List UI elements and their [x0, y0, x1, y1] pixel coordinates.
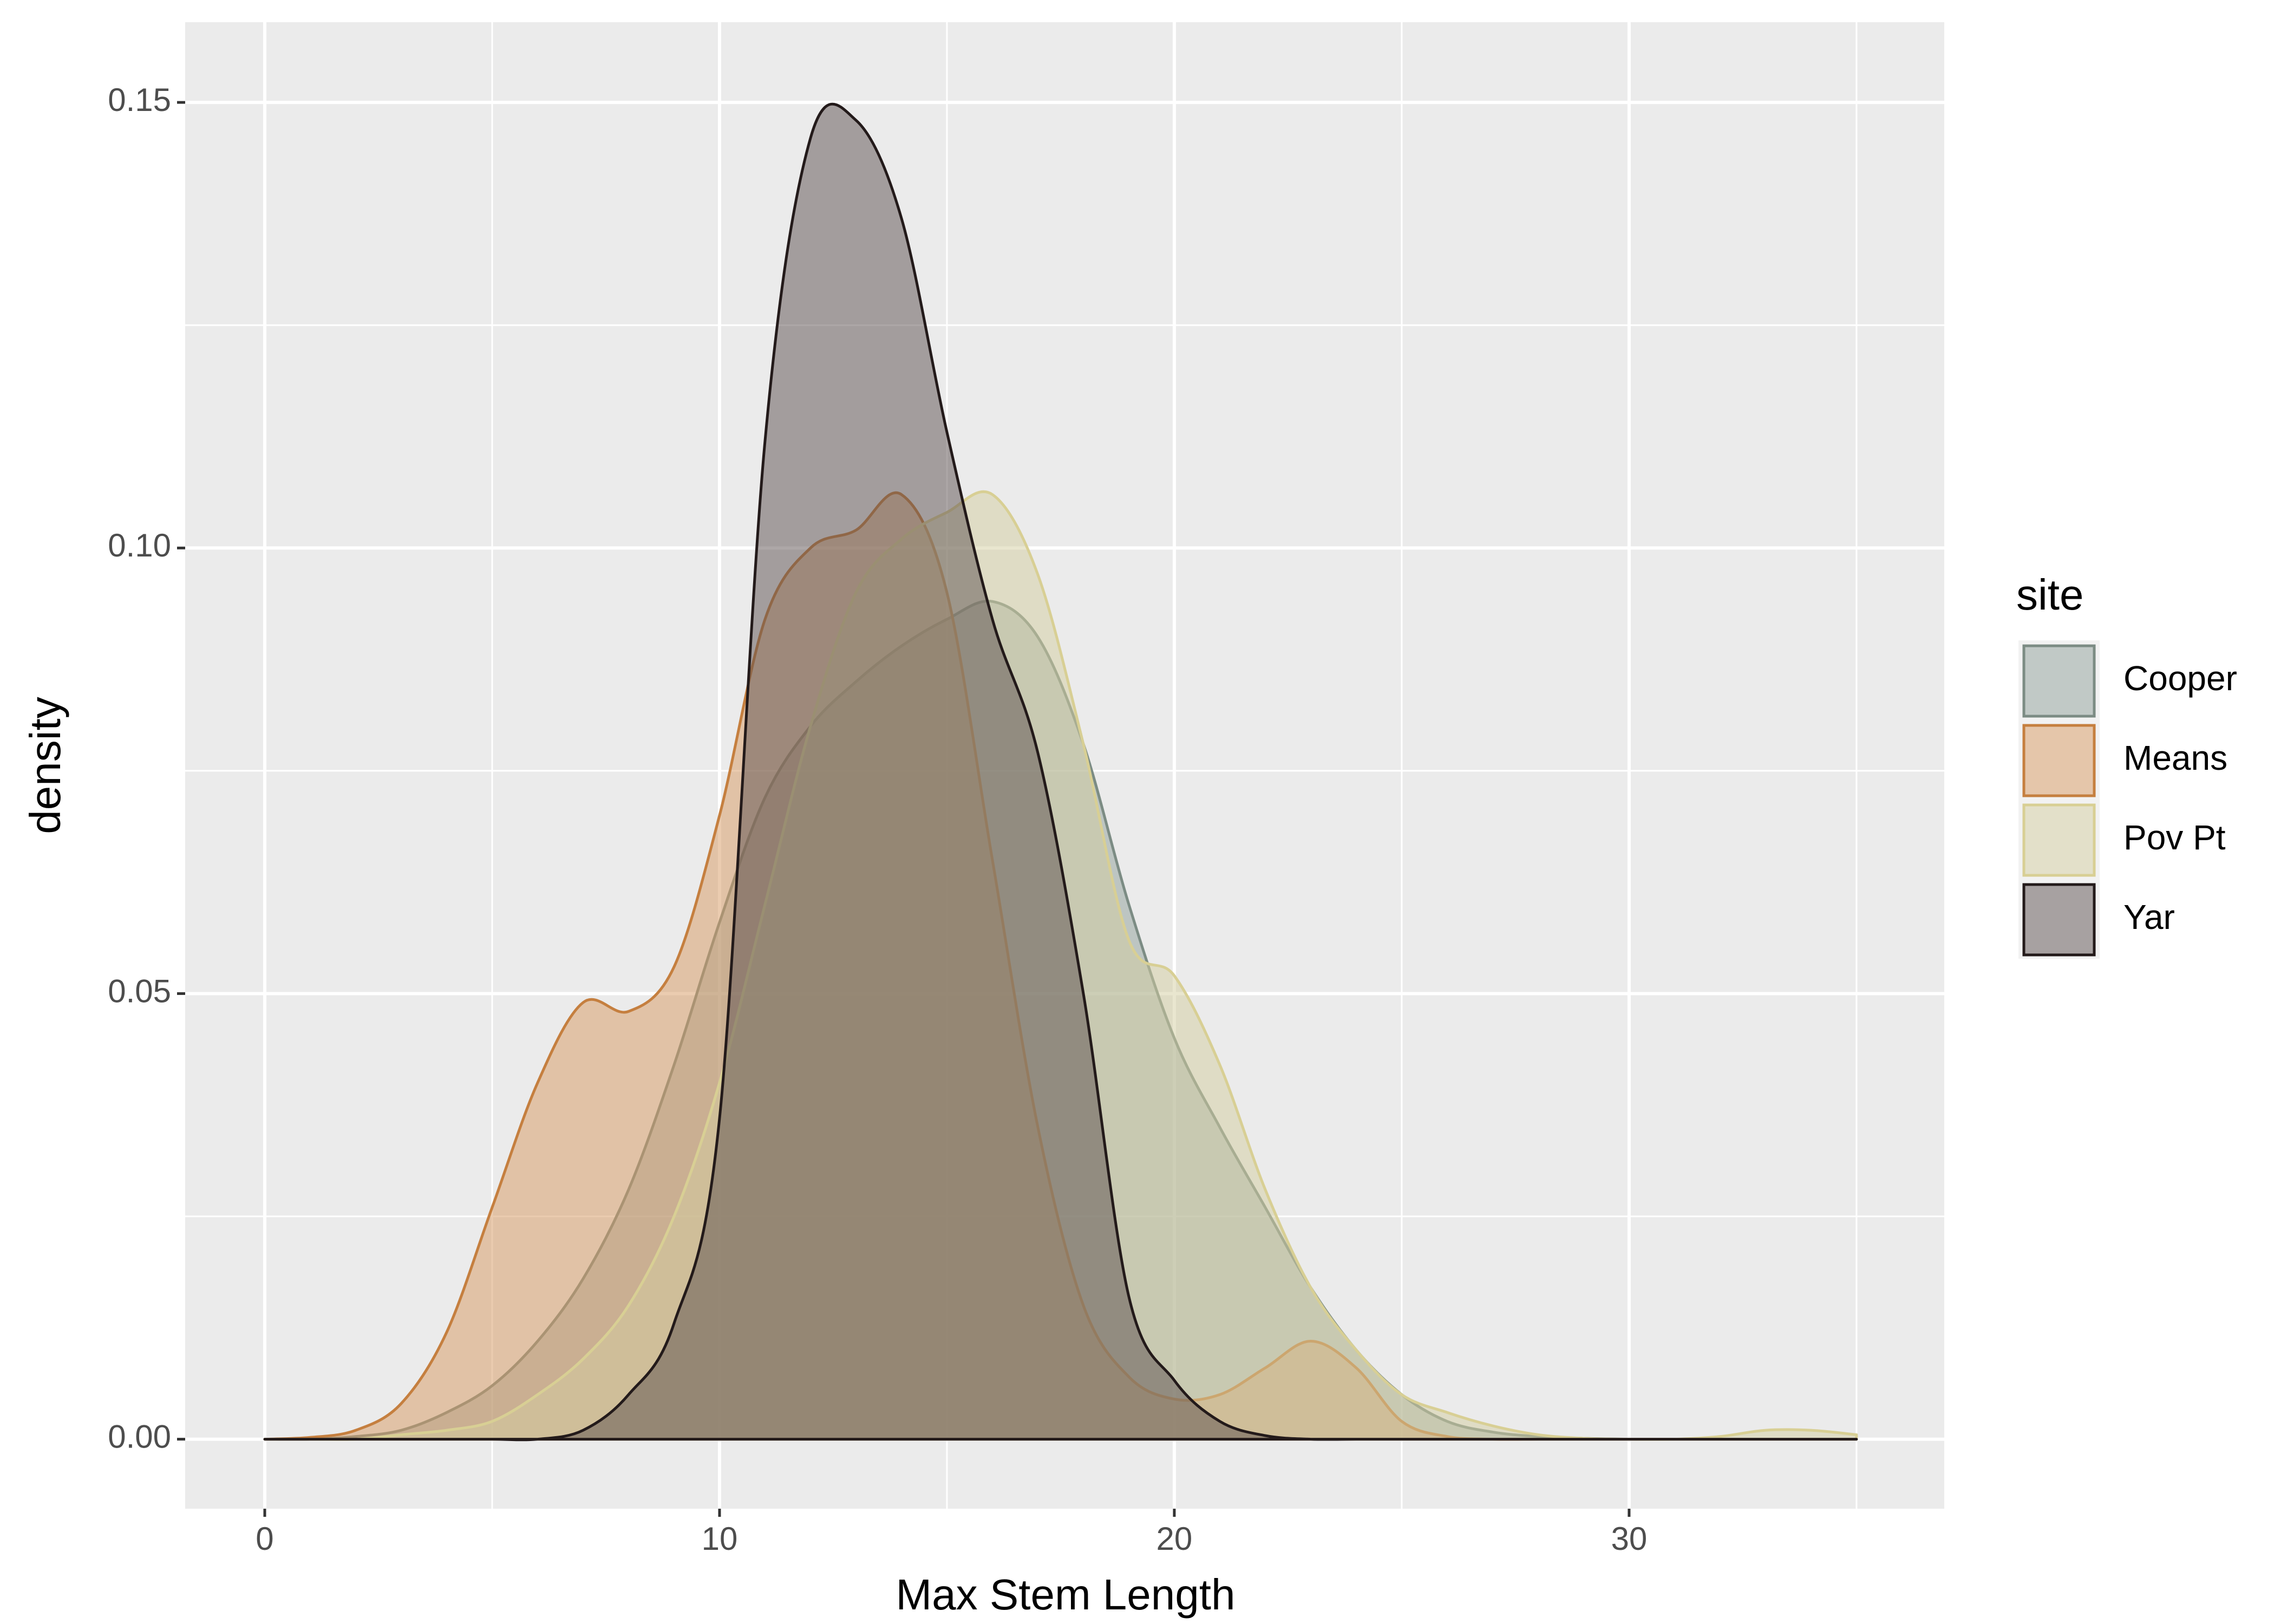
y-tick-label: 0.05	[108, 973, 171, 1009]
legend-label: Means	[2123, 738, 2227, 777]
legend-title: site	[2016, 571, 2084, 619]
legend-label: Yar	[2123, 898, 2175, 937]
legend-key	[2022, 883, 2096, 957]
x-axis-title: Max Stem Length	[896, 1570, 1236, 1619]
legend-label: Pov Pt	[2123, 818, 2226, 857]
legend-key	[2022, 724, 2096, 797]
y-axis-title: density	[21, 697, 69, 834]
x-tick-label: 10	[702, 1521, 738, 1557]
x-tick-label: 30	[1611, 1521, 1648, 1557]
legend-key	[2022, 644, 2096, 718]
legend-label: Cooper	[2123, 659, 2237, 698]
x-tick-label: 0	[256, 1521, 273, 1557]
y-tick-label: 0.00	[108, 1418, 171, 1455]
density-area	[263, 102, 1858, 1442]
legend-key	[2022, 803, 2096, 877]
y-tick-label: 0.10	[108, 527, 171, 564]
x-tick-label: 20	[1156, 1521, 1193, 1557]
y-tick-label: 0.15	[108, 82, 171, 118]
